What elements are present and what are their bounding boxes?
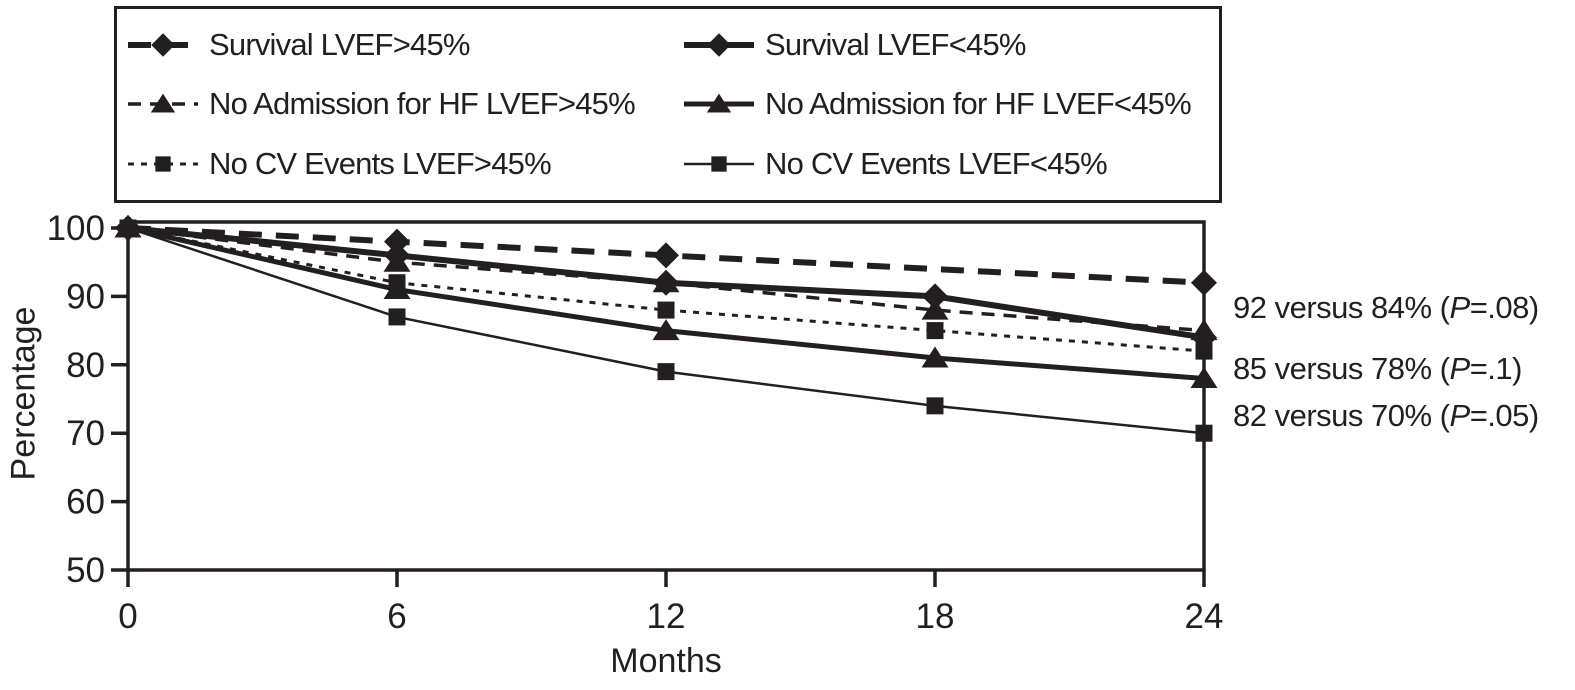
svg-text:60: 60	[66, 483, 105, 522]
legend-label: Survival LVEF<45%	[765, 26, 1026, 62]
y-axis-title: Percentage	[4, 306, 43, 481]
svg-text:80: 80	[66, 346, 105, 385]
svg-text:100: 100	[47, 209, 105, 248]
legend-item-no-cv-events-gt45: No CV Events LVEF>45%	[127, 146, 683, 182]
svg-text:70: 70	[66, 414, 105, 453]
svg-text:0: 0	[118, 597, 137, 636]
annotation-survival-comparison: 92 versus 84% (P=.08)	[1233, 290, 1539, 325]
x-axis-title: Months	[610, 642, 722, 680]
svg-text:12: 12	[647, 597, 686, 636]
legend-swatch-dotted-square-icon	[128, 156, 198, 172]
legend-label: No CV Events LVEF<45%	[765, 146, 1108, 182]
legend-item-survival-gt45: Survival LVEF>45%	[127, 27, 683, 63]
legend-label: Survival LVEF>45%	[209, 26, 470, 62]
svg-text:24: 24	[1185, 597, 1224, 636]
svg-text:90: 90	[66, 277, 105, 316]
legend-item-no-admission-gt45: No Admission for HF LVEF>45%	[127, 86, 683, 122]
legend-label: No CV Events LVEF>45%	[209, 146, 552, 182]
legend-label: No Admission for HF LVEF<45%	[765, 86, 1192, 122]
legend-item-no-admission-lt45: No Admission for HF LVEF<45%	[683, 86, 1215, 122]
legend-item-no-cv-events-lt45: No CV Events LVEF<45%	[683, 146, 1215, 182]
legend: Survival LVEF>45% Survival LVEF<45% No A…	[114, 6, 1222, 203]
annotation-no-admission-comparison: 85 versus 78% (P=.1)	[1233, 351, 1522, 386]
svg-text:6: 6	[387, 597, 406, 636]
legend-swatch-dashed-diamond-icon	[128, 33, 198, 57]
legend-swatch-dashed-triangle-icon	[128, 94, 198, 114]
legend-swatch-solid-diamond-icon	[684, 33, 754, 57]
legend-label: No Admission for HF LVEF>45%	[209, 86, 636, 122]
legend-swatch-solid-triangle-icon	[684, 94, 754, 114]
svg-text:18: 18	[916, 597, 955, 636]
annotation-no-cv-events-comparison: 82 versus 70% (P=.05)	[1233, 398, 1539, 433]
legend-item-survival-lt45: Survival LVEF<45%	[683, 27, 1215, 63]
legend-swatch-solid-square-icon	[684, 156, 754, 172]
svg-text:50: 50	[66, 551, 105, 590]
